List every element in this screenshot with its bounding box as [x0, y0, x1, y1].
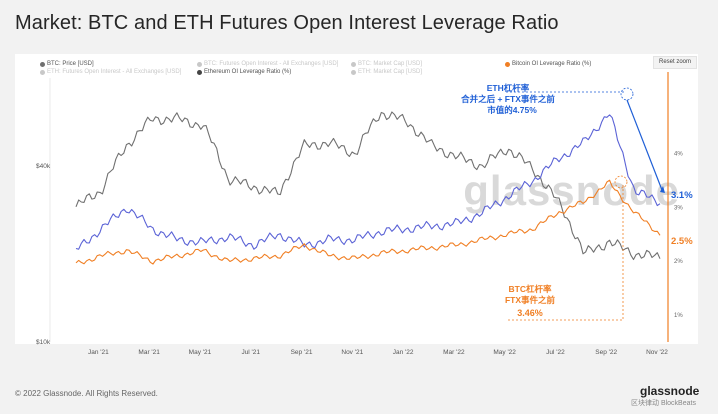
legend-item-btc-open-interest[interactable]: BTC: Futures Open Interest - All Exchang… [197, 61, 338, 67]
btc-price-line [75, 111, 661, 261]
btc-leverage-line [75, 179, 661, 265]
legend-label: BTC: Futures Open Interest - All Exchang… [204, 61, 339, 67]
btc-annotation-line1: BTC杠杆率 [509, 284, 552, 294]
btc-annotation-line2: FTX事件之前 [505, 295, 556, 305]
x-tick-label: Sep '21 [291, 349, 313, 356]
btc-peak-marker [614, 175, 628, 189]
x-tick-label: Jul '22 [546, 349, 565, 356]
x-tick-label: Mar '21 [138, 349, 160, 356]
legend-label: BTC: Price [USD] [47, 61, 94, 67]
left-tick-label: $40k [36, 163, 51, 170]
legend-dot-icon [197, 69, 202, 75]
x-tick-label: Mar '22 [443, 349, 465, 356]
page-title: Market: BTC and ETH Futures Open Interes… [15, 12, 559, 34]
x-tick-label: Jan '21 [88, 349, 109, 356]
copyright: © 2022 Glassnode. All Rights Reserved. [15, 389, 158, 398]
eth-drop-arrow [626, 99, 663, 191]
eth-current-value: 3.1% [671, 190, 693, 201]
legend-dot-icon [505, 61, 510, 67]
legend-item-eth-market-cap[interactable]: ETH: Market Cap [USD] [351, 69, 422, 75]
legend-item-btc-price[interactable]: BTC: Price [USD] [40, 61, 94, 67]
right-tick-label: 3% [674, 205, 683, 211]
legend-dot-icon [40, 61, 45, 67]
brand-sub: 区块律动 BlockBeats [631, 400, 696, 407]
x-tick-label: Jul '21 [241, 349, 260, 356]
legend-label: ETH: Market Cap [USD] [358, 69, 423, 75]
right-tick-label: 1% [674, 313, 683, 319]
right-tick-label: 2% [674, 259, 683, 265]
legend-label: Bitcoin OI Leverage Ratio (%) [512, 61, 592, 67]
eth-peak-marker [620, 87, 634, 101]
eth-leverage-line [75, 114, 661, 250]
legend-dot-icon [351, 61, 356, 67]
legend-label: Ethereum OI Leverage Ratio (%) [204, 69, 292, 75]
x-tick-label: Sep '22 [595, 349, 617, 356]
legend-label: ETH: Futures Open Interest - All Exchang… [47, 69, 182, 75]
x-tick-label: Nov '22 [646, 349, 668, 356]
eth-arrow-head-icon [660, 186, 665, 193]
legend-dot-icon [40, 69, 45, 75]
x-tick-label: Nov '21 [341, 349, 363, 356]
legend-item-eth-open-interest[interactable]: ETH: Futures Open Interest - All Exchang… [40, 69, 181, 75]
eth-annotation-line2: 合并之后 + FTX事件之前 [460, 94, 555, 104]
x-tick-label: May '22 [493, 349, 516, 356]
right-tick-label: 4% [674, 151, 683, 157]
btc-annotation-line3: 3.46% [517, 308, 543, 318]
eth-annotation-line1: ETH杠杆率 [487, 83, 530, 93]
legend-item-eth-leverage[interactable]: Ethereum OI Leverage Ratio (%) [197, 69, 291, 75]
x-tick-label: Jan '22 [393, 349, 414, 356]
eth-annotation-line3: 市值的4.75% [487, 105, 537, 115]
x-tick-label: May '21 [189, 349, 212, 356]
btc-current-value: 2.5% [671, 236, 693, 247]
chart-panel [15, 54, 698, 344]
reset-zoom-button[interactable]: Reset zoom [653, 56, 697, 69]
left-tick-label: $10k [36, 339, 51, 346]
brand-logo: glassnode [640, 384, 700, 398]
legend-item-btc-leverage[interactable]: Bitcoin OI Leverage Ratio (%) [505, 61, 591, 67]
legend-label: BTC: Market Cap [USD] [358, 61, 423, 67]
legend-item-btc-market-cap[interactable]: BTC: Market Cap [USD] [351, 61, 422, 67]
legend-dot-icon [351, 69, 356, 75]
legend-dot-icon [197, 61, 202, 67]
